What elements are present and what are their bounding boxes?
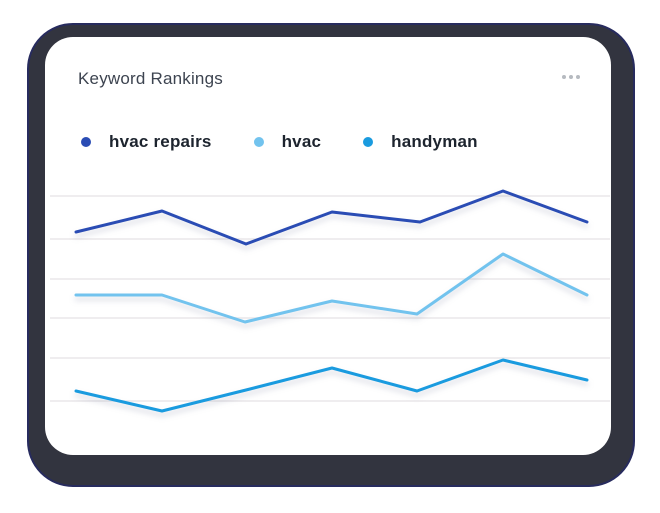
card-backdrop: Keyword Rankings hvac repairs hvac	[27, 23, 635, 487]
ellipsis-dot	[576, 75, 580, 79]
legend-label: hvac repairs	[109, 132, 212, 151]
chart-legend: hvac repairs hvac handyman	[81, 132, 611, 152]
series-line-hvac-repairs	[74, 189, 589, 246]
ellipsis-dot	[562, 75, 566, 79]
series-line-hvac	[74, 252, 589, 324]
ellipsis-dot	[569, 75, 573, 79]
card-title: Keyword Rankings	[78, 69, 223, 88]
keyword-rankings-card: Keyword Rankings hvac repairs hvac	[45, 37, 611, 455]
legend-label: handyman	[391, 132, 478, 151]
legend-item-hvac-repairs[interactable]: hvac repairs	[81, 132, 212, 152]
rankings-chart	[50, 189, 610, 413]
card-menu-button[interactable]	[560, 67, 582, 87]
dot-icon	[363, 137, 374, 147]
series-line-handyman	[74, 358, 589, 413]
legend-item-hvac[interactable]: hvac	[253, 132, 322, 152]
dot-icon	[81, 137, 91, 147]
card-header: Keyword Rankings	[45, 37, 611, 91]
legend-item-handyman[interactable]: handyman	[363, 132, 478, 152]
dot-icon	[253, 137, 264, 147]
legend-label: hvac	[281, 132, 322, 151]
ellipsis-icon	[562, 75, 580, 79]
